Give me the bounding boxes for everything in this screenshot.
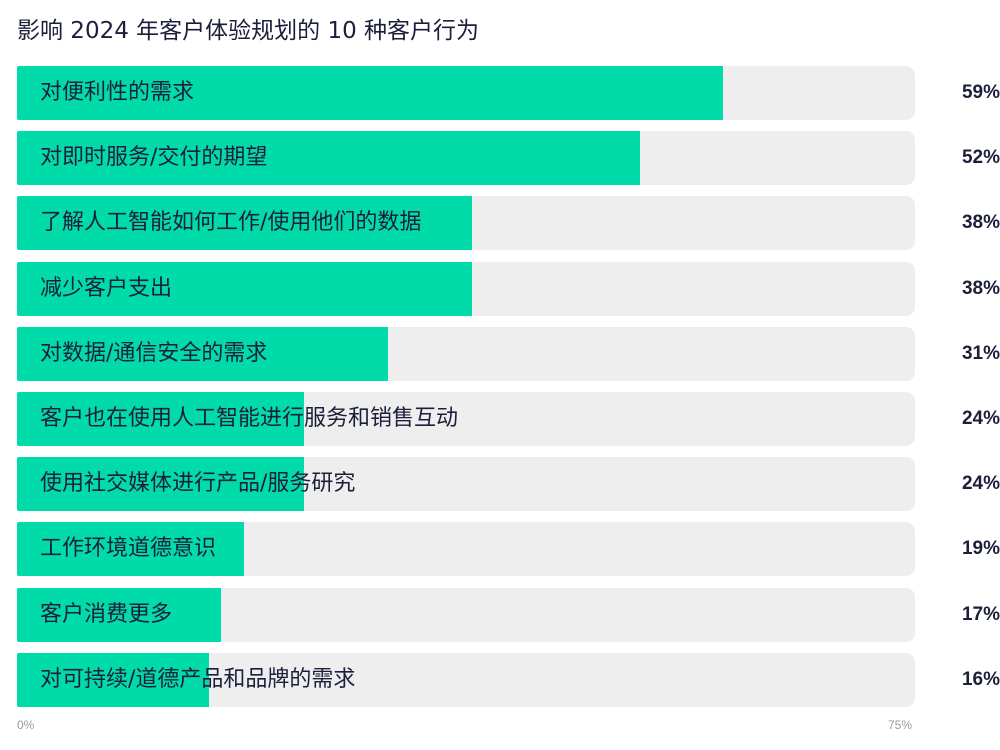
bar-row: 客户也在使用人工智能进行服务和销售互动 24% <box>17 392 1000 446</box>
bar-value-label: 31% <box>961 343 1000 364</box>
bar-track: 使用社交媒体进行产品/服务研究 <box>17 457 915 511</box>
bar-row: 减少客户支出 38% <box>17 262 1000 316</box>
axis-tick-max: 75% <box>888 718 913 732</box>
bar-value-label: 19% <box>961 538 1000 559</box>
bar <box>17 392 304 446</box>
bar-value-label: 24% <box>961 473 1000 494</box>
bar-value-label: 17% <box>961 604 1000 625</box>
chart-title: 影响 2024 年客户体验规划的 10 种客户行为 <box>17 18 480 44</box>
bar-row: 客户消费更多 17% <box>17 588 1000 642</box>
bar <box>17 588 221 642</box>
bar-row: 使用社交媒体进行产品/服务研究 24% <box>17 457 1000 511</box>
bar-track: 了解人工智能如何工作/使用他们的数据 <box>17 196 915 250</box>
bar-value-label: 38% <box>961 212 1000 233</box>
bar-track: 对可持续/道德产品和品牌的需求 <box>17 653 915 707</box>
bar-value-label: 59% <box>961 82 1000 103</box>
bar-label: 对数据/通信安全的需求 <box>40 341 268 366</box>
bar-track: 工作环境道德意识 <box>17 522 915 576</box>
bar-label: 客户消费更多 <box>40 602 173 627</box>
bar <box>17 262 472 316</box>
bar-value-label: 16% <box>961 669 1000 690</box>
bar-track: 减少客户支出 <box>17 262 915 316</box>
bar-row: 对便利性的需求 59% <box>17 66 1000 120</box>
bar-label: 客户也在使用人工智能进行服务和销售互动 <box>40 406 459 431</box>
bar-row: 了解人工智能如何工作/使用他们的数据 38% <box>17 196 1000 250</box>
bar-value-label: 52% <box>961 147 1000 168</box>
bar <box>17 196 472 250</box>
bar-row: 对即时服务/交付的期望 52% <box>17 131 1000 185</box>
bar <box>17 327 388 381</box>
bar <box>17 522 244 576</box>
bar-track: 对数据/通信安全的需求 <box>17 327 915 381</box>
bar-track: 客户也在使用人工智能进行服务和销售互动 <box>17 392 915 446</box>
bar <box>17 457 304 511</box>
bar-value-label: 24% <box>961 408 1000 429</box>
bar <box>17 653 209 707</box>
bar-track: 对便利性的需求 <box>17 66 915 120</box>
bar-label: 减少客户支出 <box>40 276 173 301</box>
bar-label: 对便利性的需求 <box>40 80 195 105</box>
bar <box>17 66 723 120</box>
bar-label: 工作环境道德意识 <box>40 536 217 561</box>
bar-value-label: 38% <box>961 278 1000 299</box>
bar-row: 对数据/通信安全的需求 31% <box>17 327 1000 381</box>
bar-row: 对可持续/道德产品和品牌的需求 16% <box>17 653 1000 707</box>
bar-label: 对即时服务/交付的期望 <box>40 145 268 170</box>
bar-track: 客户消费更多 <box>17 588 915 642</box>
bar-label: 了解人工智能如何工作/使用他们的数据 <box>40 210 422 235</box>
axis-tick-min: 0% <box>17 718 35 732</box>
bar-label: 对可持续/道德产品和品牌的需求 <box>40 667 356 692</box>
bar-label: 使用社交媒体进行产品/服务研究 <box>40 471 356 496</box>
bar-row: 工作环境道德意识 19% <box>17 522 1000 576</box>
bar-track: 对即时服务/交付的期望 <box>17 131 915 185</box>
bar <box>17 131 640 185</box>
